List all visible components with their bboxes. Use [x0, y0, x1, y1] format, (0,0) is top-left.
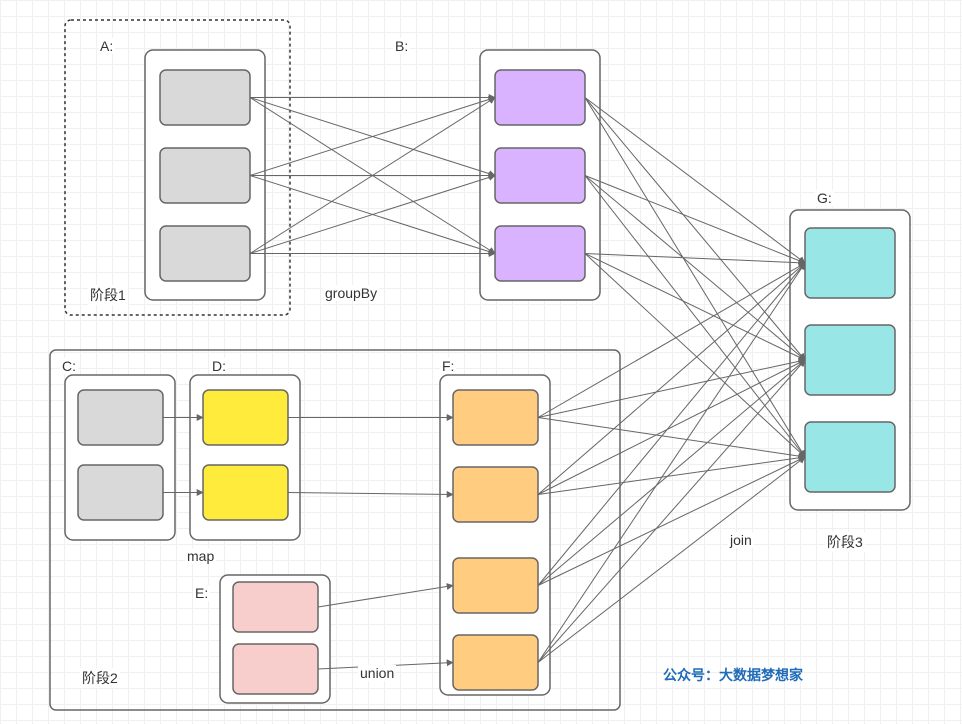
watermark-text: 公众号：大数据梦想家 — [663, 665, 803, 685]
label-e: E: — [193, 585, 210, 601]
label-groupby: groupBy — [323, 285, 379, 301]
label-join: join — [728, 532, 754, 548]
label-union: union — [358, 665, 396, 681]
label-g: G: — [815, 190, 834, 206]
label-map: map — [185, 548, 216, 564]
label-a: A: — [98, 38, 115, 54]
label-f: F: — [440, 358, 456, 374]
label-b: B: — [393, 38, 410, 54]
label-d: D: — [210, 358, 228, 374]
label-stage2: 阶段2 — [80, 668, 120, 688]
label-stage3: 阶段3 — [825, 532, 865, 552]
diagram-svg — [0, 0, 962, 724]
label-c: C: — [60, 358, 78, 374]
label-stage1: 阶段1 — [88, 285, 128, 305]
